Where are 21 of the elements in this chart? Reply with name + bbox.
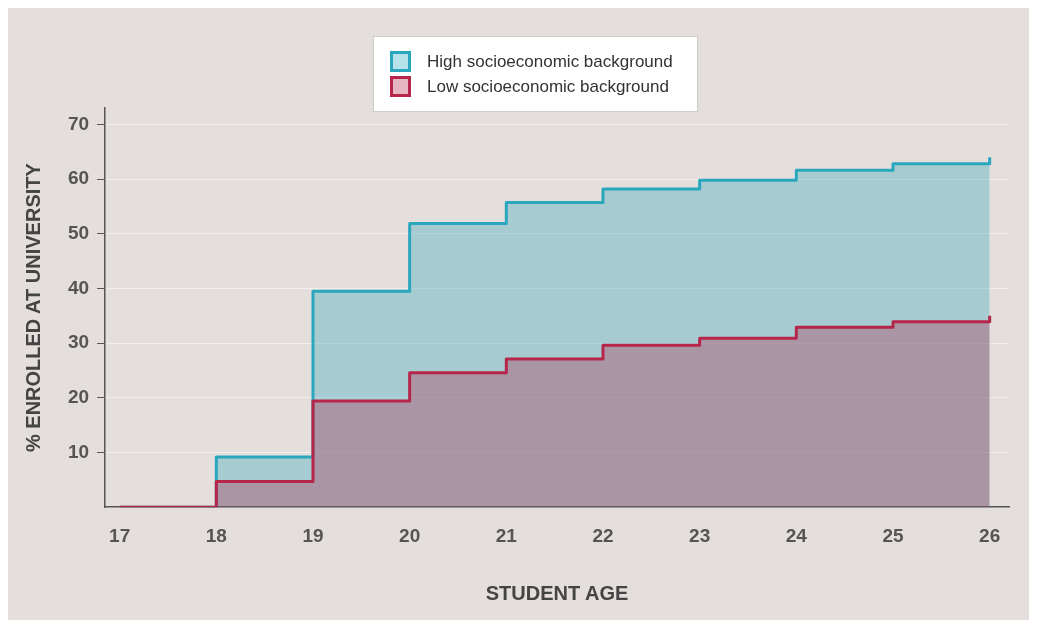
x-tick-label: 25	[882, 524, 904, 546]
y-tick-label: 60	[67, 167, 90, 189]
x-tick-label: 21	[495, 524, 518, 546]
y-tick-label: 10	[67, 440, 90, 462]
y-axis-title: % ENROLLED AT UNIVERSITY	[21, 162, 44, 453]
y-tick-label: 50	[67, 222, 90, 244]
x-tick-label: 22	[592, 524, 614, 546]
x-tick-label: 19	[302, 524, 324, 546]
x-axis-title: STUDENT AGE	[485, 581, 629, 604]
x-tick-label: 23	[689, 524, 711, 546]
x-tick-label: 24	[785, 524, 808, 546]
y-tick-label: 40	[67, 276, 90, 298]
legend-label: High socioeconomic background	[427, 51, 673, 72]
x-tick-label: 17	[109, 524, 131, 546]
x-tick-label: 26	[979, 524, 1001, 546]
legend-label: Low socioeconomic background	[427, 76, 669, 97]
y-tick-label: 30	[67, 331, 90, 353]
y-tick-label: 70	[67, 112, 90, 134]
y-tick-label: 20	[67, 386, 90, 408]
x-tick-label: 20	[399, 524, 421, 546]
x-tick-label: 18	[205, 524, 227, 546]
